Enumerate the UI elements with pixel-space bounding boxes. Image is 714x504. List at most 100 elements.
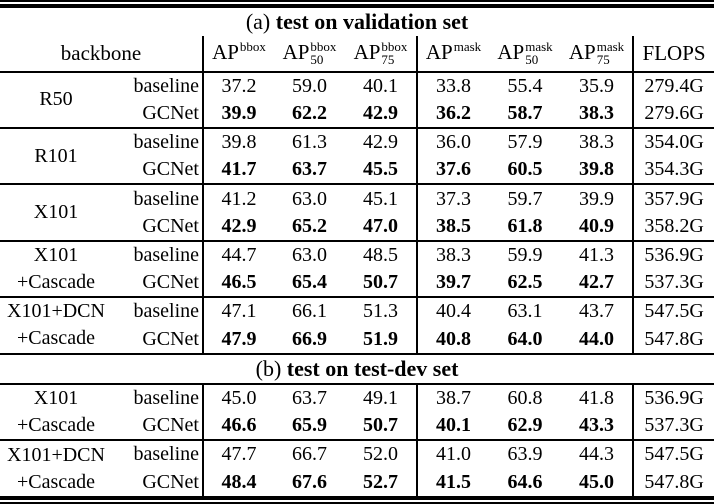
method-cell: GCNet <box>142 271 199 294</box>
section-b-title-text: test on test-dev set <box>286 355 459 381</box>
value-cell: 44.3 <box>561 439 633 469</box>
value-cell: 40.1 <box>416 412 489 441</box>
value-cell: 41.0 <box>416 439 489 469</box>
flops-cell: 536.9G <box>631 383 714 413</box>
value-cell: 59.0 <box>292 74 327 97</box>
value-cell: 39.8 <box>579 158 614 181</box>
value-cell: 48.4 <box>202 468 274 498</box>
value-cell: 59.7 <box>489 183 561 213</box>
value-cell: 49.1 <box>363 387 398 410</box>
flops-cell: 279.4G <box>631 71 714 100</box>
backbone-cell: R101 <box>0 126 112 185</box>
method-cell: GCNet <box>142 470 199 493</box>
section-a-title-text: test on validation set <box>275 9 469 35</box>
flops-cell: 547.5G <box>631 296 714 326</box>
flops-cell: 537.3G <box>631 269 714 298</box>
value-cell: 43.7 <box>561 296 633 326</box>
value-cell: 61.8 <box>507 214 543 237</box>
value-cell: 41.8 <box>579 387 614 410</box>
section-a-prefix: (a) <box>245 9 271 35</box>
value-cell: 66.1 <box>274 296 345 326</box>
table-row: X101 +Cascade baseline 44.7 63.0 48.5 38.… <box>0 239 714 298</box>
ap-mask75-header: AP mask 75 <box>561 36 633 73</box>
flops-cell: 547.8G <box>631 468 714 498</box>
value-cell: 62.2 <box>292 101 327 124</box>
value-cell: 65.4 <box>292 271 327 294</box>
value-cell: 50.7 <box>363 271 398 294</box>
value-cell: 38.5 <box>416 212 489 241</box>
flops-cell: 536.9G <box>631 239 714 270</box>
value-cell: 63.7 <box>292 387 327 410</box>
value-cell: 65.2 <box>292 214 327 237</box>
method-cell: baseline <box>112 183 203 213</box>
value-cell: 38.3 <box>579 101 614 124</box>
section-a-title: (a) test on validation set <box>0 6 714 36</box>
value-cell: 42.7 <box>579 271 614 294</box>
value-cell: 36.0 <box>416 126 489 157</box>
table-row: GCNet 46.5 65.4 50.7 39.7 62.5 42.7 537.… <box>0 269 714 298</box>
backbone-cell: X101 <box>0 183 112 241</box>
value-cell: 63.9 <box>489 439 561 469</box>
value-cell: 47.1 <box>202 296 274 326</box>
table-row: GCNet 41.7 63.7 45.5 37.6 60.5 39.8 354.… <box>0 156 714 185</box>
ap-mask50-header: AP mask 50 <box>489 36 561 73</box>
value-cell: 40.1 <box>363 74 398 97</box>
value-cell: 41.7 <box>202 156 274 185</box>
value-cell: 45.0 <box>202 383 274 413</box>
value-cell: 47.9 <box>202 325 274 354</box>
value-cell: 62.5 <box>507 271 543 294</box>
value-cell: 41.5 <box>416 468 489 498</box>
value-cell: 64.6 <box>507 470 543 493</box>
value-cell: 35.9 <box>579 74 614 97</box>
value-cell: 39.7 <box>416 269 489 298</box>
section-b-prefix: (b) <box>255 355 282 381</box>
value-cell: 62.9 <box>507 414 543 437</box>
table-row: X101+DCN +Cascade baseline 47.1 66.1 51.3… <box>0 296 714 354</box>
value-cell: 40.8 <box>416 325 489 354</box>
table-row: GCNet 48.4 67.6 52.7 41.5 64.6 45.0 547.… <box>0 468 714 498</box>
table-row: R101 baseline 39.8 61.3 42.9 36.0 57.9 3… <box>0 126 714 185</box>
table-row: GCNet 42.9 65.2 47.0 38.5 61.8 40.9 358.… <box>0 212 714 241</box>
backbone-cell: X101 +Cascade <box>17 387 95 437</box>
value-cell: 42.9 <box>202 212 274 241</box>
flops-cell: 537.3G <box>631 412 714 441</box>
backbone-cell: X101+DCN +Cascade <box>0 439 112 498</box>
value-cell: 36.2 <box>416 99 489 128</box>
value-cell: 45.5 <box>363 158 398 181</box>
method-cell: baseline <box>112 439 203 469</box>
value-cell: 59.9 <box>489 239 561 270</box>
method-cell: GCNet <box>142 414 199 437</box>
value-cell: 65.9 <box>292 414 327 437</box>
method-cell: baseline <box>112 239 203 270</box>
value-cell: 61.3 <box>274 126 345 157</box>
method-cell: baseline <box>112 126 203 157</box>
value-cell: 47.7 <box>202 439 274 469</box>
table-row: R50 baseline 37.2 59.0 40.1 33.8 55.4 35… <box>0 71 714 110</box>
value-cell: 63.7 <box>292 158 327 181</box>
value-cell: 47.0 <box>363 214 398 237</box>
value-cell: 67.6 <box>292 470 327 493</box>
value-cell: 37.2 <box>202 71 274 100</box>
value-cell: 39.9 <box>561 183 633 213</box>
method-cell: GCNet <box>142 158 199 181</box>
value-cell: 48.5 <box>345 239 417 270</box>
value-cell: 40.4 <box>416 296 489 326</box>
backbone-header: backbone <box>0 36 203 73</box>
value-cell: 63.0 <box>274 183 345 213</box>
ap-bbox-header: AP bbox <box>202 36 274 73</box>
method-cell: baseline <box>112 296 203 326</box>
method-cell: baseline <box>133 387 199 410</box>
value-cell: 51.3 <box>345 296 417 326</box>
value-cell: 37.3 <box>416 183 489 213</box>
value-cell: 46.5 <box>202 269 274 298</box>
backbone-cell: R50 <box>39 88 73 111</box>
flops-cell: 547.8G <box>631 325 714 354</box>
table-row: GCNet 47.9 66.9 51.9 40.8 64.0 44.0 547.… <box>0 325 714 354</box>
value-cell: 42.9 <box>345 126 417 157</box>
value-cell: 66.7 <box>274 439 345 469</box>
value-cell: 38.3 <box>416 239 489 270</box>
value-cell: 44.7 <box>202 239 274 270</box>
backbone-cell: X101+DCN +Cascade <box>0 296 112 354</box>
